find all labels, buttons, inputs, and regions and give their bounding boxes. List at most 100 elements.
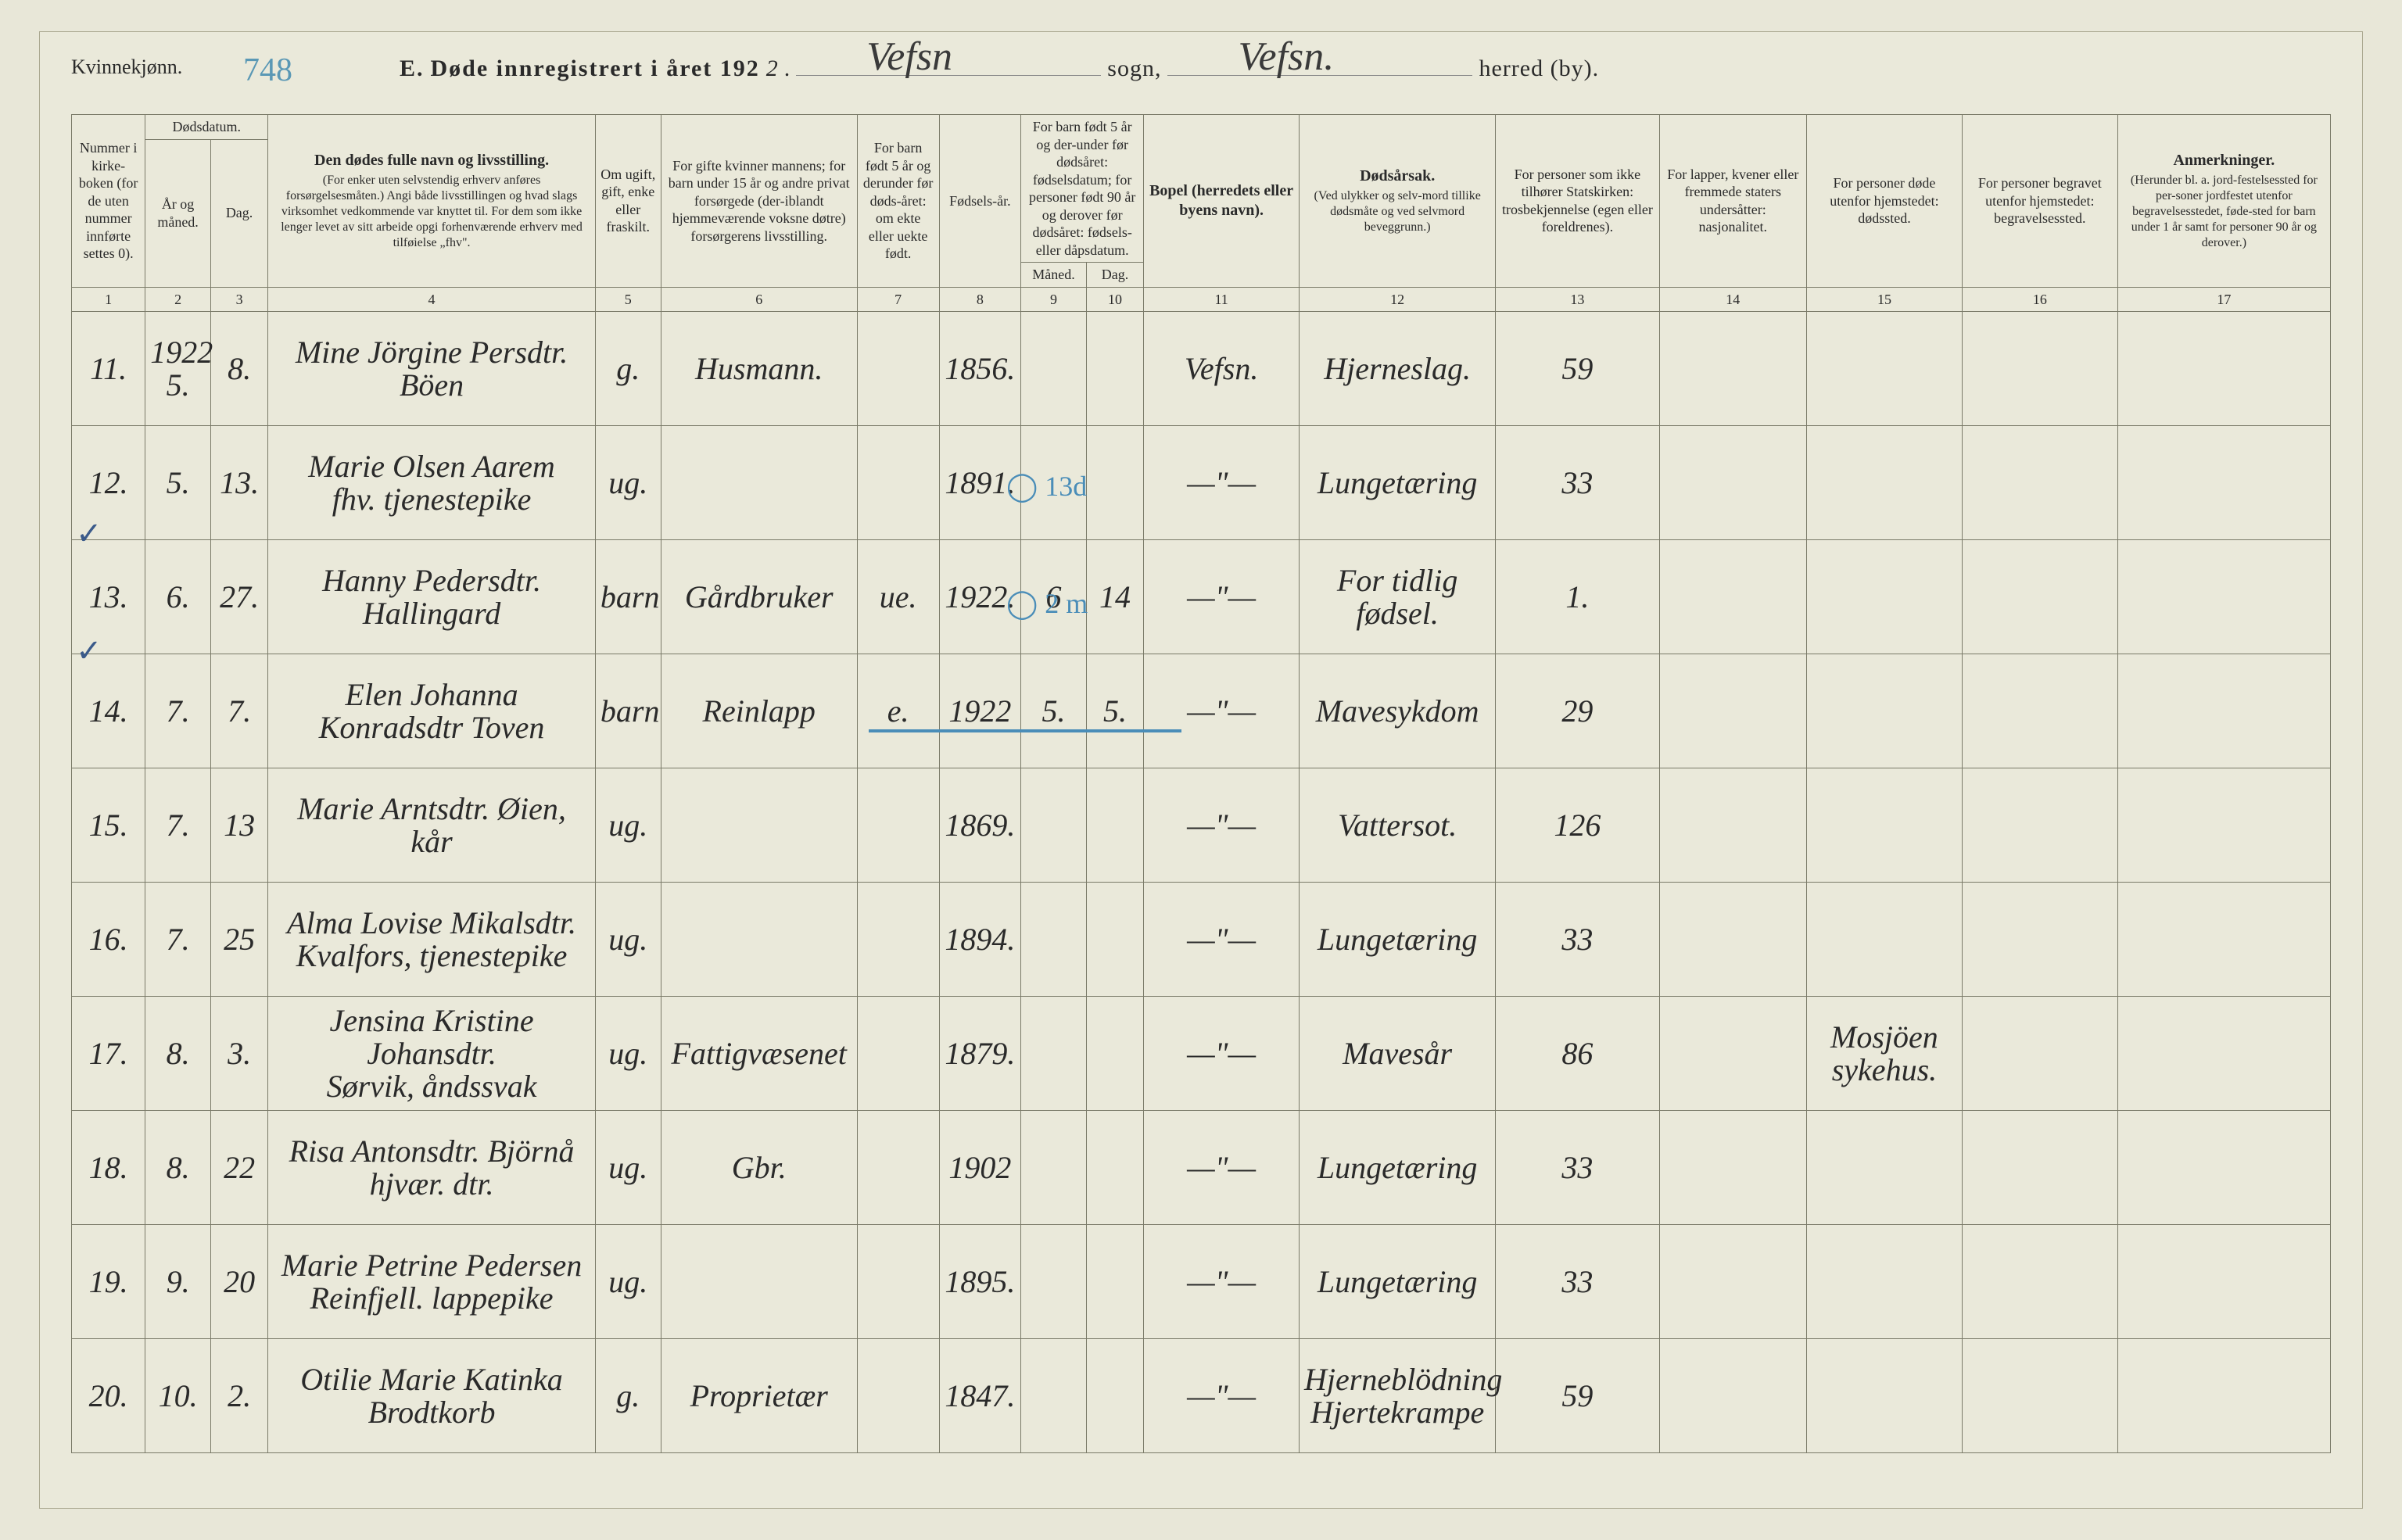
cell-c14: [1659, 426, 1806, 540]
cell-day: 20: [210, 1225, 267, 1339]
cell-cause: Lungetæring: [1300, 426, 1496, 540]
cell-day: 22: [210, 1111, 267, 1225]
col-12-sub: (Ved ulykker og selv-mord tillike dødsmå…: [1304, 188, 1490, 235]
cell-c17: [2117, 1225, 2330, 1339]
cell-bm: [1021, 883, 1087, 997]
cell-name: Marie Olsen Aaremfhv. tjenestepike: [268, 426, 596, 540]
cell-status: ug.: [595, 768, 661, 883]
column-number: 12: [1300, 287, 1496, 312]
cell-c15: [1807, 654, 1963, 768]
cell-cause: Lungetæring: [1300, 883, 1496, 997]
cell-bd: [1086, 1339, 1143, 1453]
cell-provider: Proprietær: [661, 1339, 857, 1453]
cell-c15: [1807, 1339, 1963, 1453]
cell-c17: [2117, 768, 2330, 883]
cell-year_month: 19225.: [145, 312, 211, 426]
cell-birth_year: 1847.: [939, 1339, 1021, 1453]
cell-name: Marie Arntsdtr. Øien,kår: [268, 768, 596, 883]
cell-c13: 33: [1496, 1225, 1659, 1339]
cell-num: 13.: [72, 540, 145, 654]
cell-c13: 33: [1496, 1111, 1659, 1225]
cell-c17: [2117, 426, 2330, 540]
cell-provider: Husmann.: [661, 312, 857, 426]
cell-bopel: —"—: [1144, 1339, 1300, 1453]
cell-c14: [1659, 312, 1806, 426]
cell-birth_year: 1856.: [939, 312, 1021, 426]
cell-bopel: —"—: [1144, 1111, 1300, 1225]
title-letter: E.: [400, 56, 425, 82]
cell-birth_year: 1922: [939, 654, 1021, 768]
cell-c14: [1659, 997, 1806, 1111]
col-17-sub: (Herunder bl. a. jord-festelsessted for …: [2123, 173, 2325, 251]
cell-c14: [1659, 1339, 1806, 1453]
cell-name: Hanny Pedersdtr. Hallingard: [268, 540, 596, 654]
cell-bm: 5.: [1021, 654, 1087, 768]
cell-c16: [1962, 883, 2117, 997]
cell-ekte: [857, 426, 939, 540]
cell-status: ug.: [595, 1225, 661, 1339]
cell-c17: [2117, 1111, 2330, 1225]
herred-label: herred (by).: [1479, 56, 1599, 82]
col-15-header: For personer døde utenfor hjemstedet: dø…: [1807, 115, 1963, 288]
sogn-field: Vefsn: [796, 57, 1101, 76]
cell-c15: [1807, 1111, 1963, 1225]
column-number: 8: [939, 287, 1021, 312]
table-row: 11.19225.8.Mine Jörgine Persdtr. Böeng.H…: [72, 312, 2331, 426]
col-9-sub: Måned.: [1021, 263, 1087, 288]
cell-provider: [661, 426, 857, 540]
cell-year_month: 10.: [145, 1339, 211, 1453]
cell-num: 17.: [72, 997, 145, 1111]
cell-c14: [1659, 768, 1806, 883]
cell-cause: Mavesykdom: [1300, 654, 1496, 768]
cell-c16: [1962, 540, 2117, 654]
cell-day: 2.: [210, 1339, 267, 1453]
column-number: 5: [595, 287, 661, 312]
cell-status: g.: [595, 312, 661, 426]
cell-bm: [1021, 1339, 1087, 1453]
col-2-3-header: Dødsdatum.: [145, 115, 268, 140]
cell-bm: [1021, 768, 1087, 883]
gender-label: Kvinnekjønn.: [71, 56, 182, 79]
cell-ekte: [857, 1339, 939, 1453]
cell-num: 20.: [72, 1339, 145, 1453]
cell-provider: Gbr.: [661, 1111, 857, 1225]
column-number: 2: [145, 287, 211, 312]
cell-provider: [661, 1225, 857, 1339]
cell-c14: [1659, 1111, 1806, 1225]
cell-bm: 6: [1021, 540, 1087, 654]
table-row: 18.8.22Risa Antonsdtr. Björnåhjvær. dtr.…: [72, 1111, 2331, 1225]
cell-c13: 59: [1496, 1339, 1659, 1453]
col-2-sub: År og måned.: [145, 139, 211, 287]
cell-cause: Lungetæring: [1300, 1225, 1496, 1339]
cell-cause: Lungetæring: [1300, 1111, 1496, 1225]
col-11-header: Bopel (herredets eller byens navn).: [1144, 115, 1300, 288]
cell-bopel: —"—: [1144, 654, 1300, 768]
cell-c16: [1962, 1339, 2117, 1453]
cell-day: 7.: [210, 654, 267, 768]
cell-cause: For tidlig fødsel.: [1300, 540, 1496, 654]
col-13-header: For personer som ikke tilhører Statskirk…: [1496, 115, 1659, 288]
cell-c13: 33: [1496, 883, 1659, 997]
cell-c14: [1659, 1225, 1806, 1339]
col-8-header: Fødsels-år.: [939, 115, 1021, 288]
col-3-sub: Dag.: [210, 139, 267, 287]
cell-provider: [661, 883, 857, 997]
cell-bopel: —"—: [1144, 426, 1300, 540]
table-row: 17.8.3.Jensina Kristine Johansdtr.Sørvik…: [72, 997, 2331, 1111]
table-row: 13.6.27.Hanny Pedersdtr. HallingardbarnG…: [72, 540, 2331, 654]
cell-c16: [1962, 654, 2117, 768]
cell-cause: HjerneblödningHjertekrampe: [1300, 1339, 1496, 1453]
col-14-header: For lapper, kvener eller fremmede stater…: [1659, 115, 1806, 288]
cell-c14: [1659, 654, 1806, 768]
cell-status: barn: [595, 540, 661, 654]
cell-day: 13: [210, 768, 267, 883]
cell-year_month: 8.: [145, 997, 211, 1111]
cell-c15: [1807, 883, 1963, 997]
col-17-header: Anmerkninger. (Herunder bl. a. jord-fest…: [2117, 115, 2330, 288]
cell-birth_year: 1902: [939, 1111, 1021, 1225]
cell-bm: [1021, 426, 1087, 540]
cell-bd: [1086, 1225, 1143, 1339]
cell-c16: [1962, 1111, 2117, 1225]
cell-bopel: Vefsn.: [1144, 312, 1300, 426]
table-row: 15.7.13Marie Arntsdtr. Øien,kårug.1869.—…: [72, 768, 2331, 883]
